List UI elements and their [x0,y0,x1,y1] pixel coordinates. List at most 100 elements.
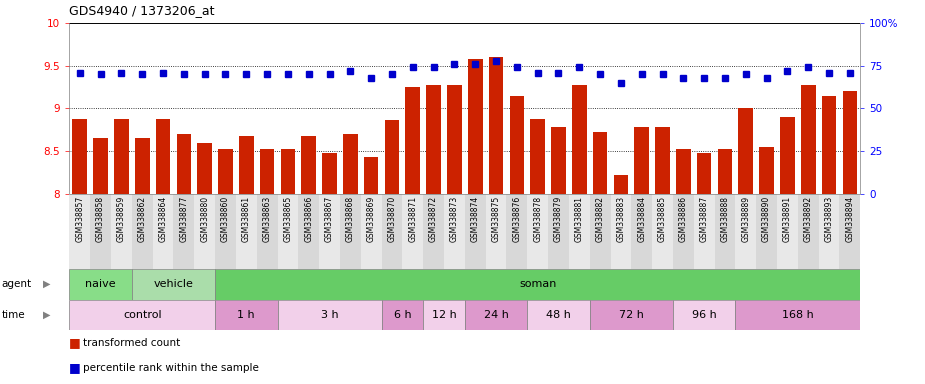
Bar [465,194,486,269]
Text: GSM338889: GSM338889 [741,196,750,242]
Text: GSM338870: GSM338870 [388,196,397,242]
Bar [777,194,797,269]
Text: GDS4940 / 1373206_at: GDS4940 / 1373206_at [69,4,215,17]
Bar [236,194,257,269]
Text: 96 h: 96 h [692,310,717,320]
Bar [197,143,212,194]
Bar [590,300,673,330]
Bar [714,194,735,269]
Text: agent: agent [2,279,32,289]
Bar [69,269,132,300]
Bar [635,127,649,194]
Text: GSM338887: GSM338887 [699,196,709,242]
Text: GSM338876: GSM338876 [512,196,522,242]
Bar [153,194,174,269]
Bar [69,194,91,269]
Text: percentile rank within the sample: percentile rank within the sample [83,362,259,373]
Bar [280,149,295,194]
Bar [322,153,337,194]
Bar [572,84,586,194]
Text: ▶: ▶ [43,310,50,320]
Bar [444,194,465,269]
Text: time: time [2,310,26,320]
Text: GSM338880: GSM338880 [200,196,209,242]
Bar [424,194,444,269]
Text: GSM338861: GSM338861 [241,196,251,242]
Bar [797,194,819,269]
Bar [278,300,382,330]
Bar [735,300,860,330]
Bar [260,149,275,194]
Text: vehicle: vehicle [154,279,193,289]
Text: GSM338862: GSM338862 [138,196,147,242]
Text: GSM338871: GSM338871 [408,196,417,242]
Bar [486,194,507,269]
Bar [174,194,194,269]
Text: GSM338873: GSM338873 [450,196,459,242]
Bar [694,194,714,269]
Bar [590,194,610,269]
Bar [135,138,150,194]
Bar [385,119,400,194]
Bar [447,84,462,194]
Bar [821,96,836,194]
Text: GSM338867: GSM338867 [325,196,334,242]
Text: GSM338875: GSM338875 [491,196,500,242]
Text: GSM338885: GSM338885 [658,196,667,242]
Bar [801,84,816,194]
Text: transformed count: transformed count [83,338,180,348]
Text: GSM338881: GSM338881 [574,196,584,242]
Bar [426,84,441,194]
Bar [780,117,795,194]
Bar [507,194,527,269]
Text: 168 h: 168 h [782,310,814,320]
Bar [155,119,170,194]
Text: GSM338872: GSM338872 [429,196,438,242]
Bar [194,194,215,269]
Bar [465,300,527,330]
Text: GSM338865: GSM338865 [283,196,292,242]
Bar [239,136,253,194]
Text: GSM338858: GSM338858 [96,196,105,242]
Bar [132,194,153,269]
Bar [613,175,628,194]
Text: ■: ■ [69,336,81,349]
Bar [757,194,777,269]
Text: 12 h: 12 h [432,310,456,320]
Bar [361,194,382,269]
Bar [343,134,358,194]
Text: 72 h: 72 h [619,310,644,320]
Bar [840,194,860,269]
Bar [424,300,465,330]
Bar [132,269,215,300]
Bar [215,269,860,300]
Bar [218,149,233,194]
Text: 48 h: 48 h [546,310,571,320]
Text: GSM338866: GSM338866 [304,196,314,242]
Text: GSM338894: GSM338894 [845,196,855,242]
Bar [402,194,424,269]
Text: GSM338878: GSM338878 [533,196,542,242]
Text: naive: naive [85,279,116,289]
Text: ▶: ▶ [43,279,50,289]
Bar [278,194,298,269]
Bar [610,194,631,269]
Bar [569,194,590,269]
Bar [673,194,694,269]
Text: GSM338893: GSM338893 [824,196,833,242]
Bar [319,194,340,269]
Text: GSM338874: GSM338874 [471,196,480,242]
Bar [510,96,524,194]
Text: GSM338877: GSM338877 [179,196,189,242]
Bar [548,194,569,269]
Text: GSM338888: GSM338888 [721,196,730,242]
Text: GSM338886: GSM338886 [679,196,688,242]
Bar [593,132,608,194]
Text: GSM338863: GSM338863 [263,196,272,242]
Bar [93,138,108,194]
Text: control: control [123,310,162,320]
Text: GSM338869: GSM338869 [366,196,376,242]
Text: GSM338892: GSM338892 [804,196,813,242]
Bar [114,119,129,194]
Bar [697,153,711,194]
